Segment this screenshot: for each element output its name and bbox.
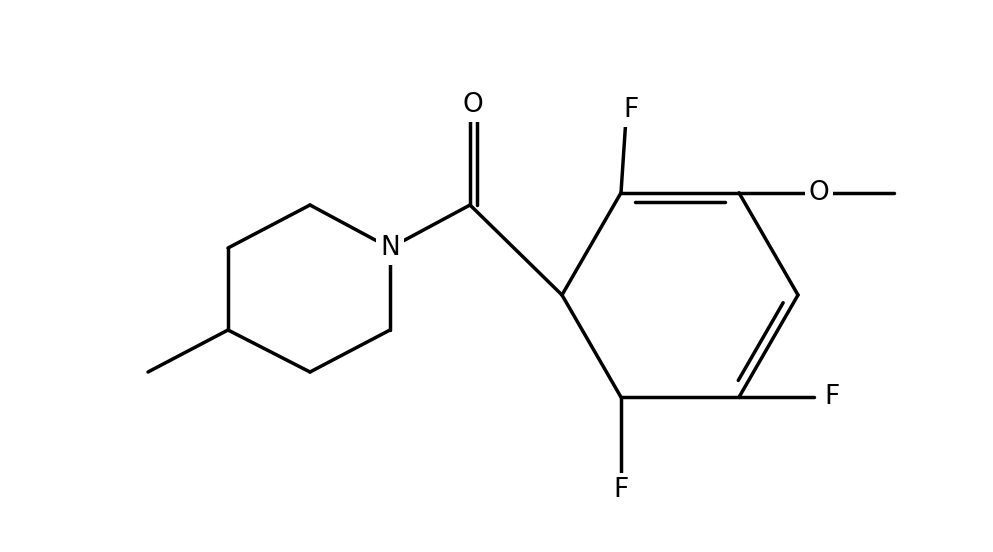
Text: F: F — [624, 97, 638, 123]
Text: F: F — [824, 384, 840, 410]
Text: O: O — [808, 180, 829, 206]
Text: F: F — [614, 477, 629, 503]
Text: O: O — [463, 92, 484, 118]
Text: N: N — [380, 235, 400, 261]
